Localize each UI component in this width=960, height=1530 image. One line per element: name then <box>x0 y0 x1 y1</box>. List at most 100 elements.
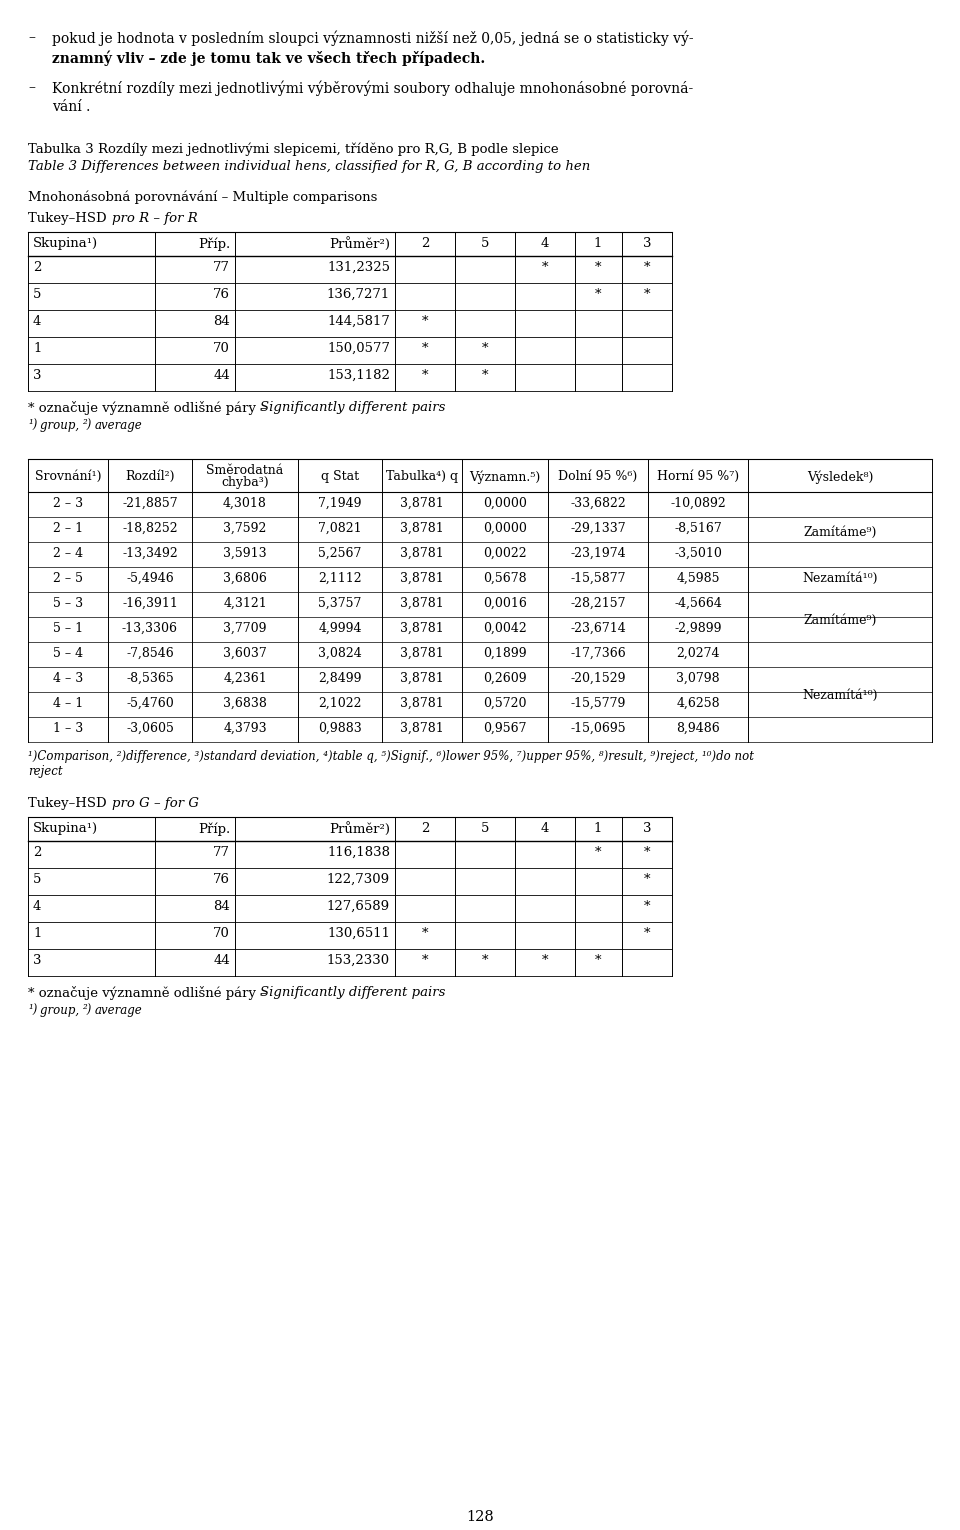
Text: 5: 5 <box>481 237 490 249</box>
Text: -33,6822: -33,6822 <box>570 497 626 509</box>
Text: *: * <box>482 955 489 967</box>
Text: 5 – 3: 5 – 3 <box>53 597 84 610</box>
Text: 2 – 3: 2 – 3 <box>53 497 84 509</box>
Text: Zamítáme⁹): Zamítáme⁹) <box>804 614 876 626</box>
Text: chyba³): chyba³) <box>221 476 269 490</box>
Text: -13,3492: -13,3492 <box>122 548 178 560</box>
Text: pro G – for G: pro G – for G <box>112 797 199 809</box>
Text: *: * <box>595 955 601 967</box>
Text: 7,1949: 7,1949 <box>319 497 362 509</box>
Text: 77: 77 <box>213 262 230 274</box>
Text: Tabulka 3 Rozdíly mezi jednotlivými slepicemi, tříděno pro R,G, B podle slepice: Tabulka 3 Rozdíly mezi jednotlivými slep… <box>28 142 559 156</box>
Text: *: * <box>541 955 548 967</box>
Text: 2 – 4: 2 – 4 <box>53 548 84 560</box>
Text: 3,8781: 3,8781 <box>400 497 444 509</box>
Text: 2,1022: 2,1022 <box>319 698 362 710</box>
Text: 4,9994: 4,9994 <box>319 623 362 635</box>
Text: Tabulka⁴) q: Tabulka⁴) q <box>386 470 458 483</box>
Text: Příp.: Příp. <box>198 237 230 251</box>
Text: Příp.: Příp. <box>198 822 230 835</box>
Text: 3,8781: 3,8781 <box>400 672 444 685</box>
Text: ¹): ¹) <box>28 419 37 431</box>
Text: 1: 1 <box>33 927 41 939</box>
Text: 0,0000: 0,0000 <box>483 497 527 509</box>
Text: 1: 1 <box>594 237 602 249</box>
Text: 3,8781: 3,8781 <box>400 647 444 659</box>
Text: 0,5720: 0,5720 <box>483 698 527 710</box>
Text: 3,6806: 3,6806 <box>223 572 267 584</box>
Text: *: * <box>595 262 601 274</box>
Text: 0,2609: 0,2609 <box>483 672 527 685</box>
Text: Table 3 Differences between individual hens, classified for R, G, B according to: Table 3 Differences between individual h… <box>28 161 590 173</box>
Text: *: * <box>644 900 650 913</box>
Text: 0,9883: 0,9883 <box>318 722 362 734</box>
Text: ¹)Comparison, ²)difference, ³)standard deviation, ⁴)table q, ⁵)Signif., ⁶)lower : ¹)Comparison, ²)difference, ³)standard d… <box>28 750 754 763</box>
Text: 4: 4 <box>33 900 41 913</box>
Text: -8,5365: -8,5365 <box>126 672 174 685</box>
Text: 0,9567: 0,9567 <box>483 722 527 734</box>
Text: 4,3121: 4,3121 <box>223 597 267 610</box>
Text: *: * <box>644 846 650 858</box>
Text: -15,0695: -15,0695 <box>570 722 626 734</box>
Text: 5,3757: 5,3757 <box>319 597 362 610</box>
Text: pokud je hodnota v posledním sloupci významnosti nižší než 0,05, jedná se o stat: pokud je hodnota v posledním sloupci výz… <box>52 31 694 46</box>
Text: 4,3793: 4,3793 <box>223 722 267 734</box>
Text: 5: 5 <box>33 874 41 886</box>
Text: -3,0605: -3,0605 <box>126 722 174 734</box>
Text: ²): ²) <box>83 419 92 431</box>
Text: –: – <box>28 31 35 44</box>
Text: 2 – 5: 2 – 5 <box>53 572 83 584</box>
Text: 3,8781: 3,8781 <box>400 572 444 584</box>
Text: -5,4946: -5,4946 <box>126 572 174 584</box>
Text: Skupina¹): Skupina¹) <box>33 822 98 835</box>
Text: 2,8499: 2,8499 <box>319 672 362 685</box>
Text: -23,6714: -23,6714 <box>570 623 626 635</box>
Text: Dolní 95 %⁶): Dolní 95 %⁶) <box>559 470 637 483</box>
Text: 1: 1 <box>594 822 602 835</box>
Text: Průměr²): Průměr²) <box>329 822 390 835</box>
Text: *: * <box>541 262 548 274</box>
Text: 3,0798: 3,0798 <box>676 672 720 685</box>
Text: 3,6838: 3,6838 <box>223 698 267 710</box>
Text: *: * <box>595 846 601 858</box>
Text: -28,2157: -28,2157 <box>570 597 626 610</box>
Text: 150,0577: 150,0577 <box>327 343 390 355</box>
Text: *: * <box>421 927 428 939</box>
Text: 122,7309: 122,7309 <box>326 874 390 886</box>
Text: *: * <box>421 955 428 967</box>
Text: 136,7271: 136,7271 <box>326 288 390 301</box>
Text: -29,1337: -29,1337 <box>570 522 626 536</box>
Text: -21,8857: -21,8857 <box>122 497 178 509</box>
Text: group,: group, <box>40 1004 83 1017</box>
Text: 153,1182: 153,1182 <box>327 369 390 382</box>
Text: -15,5779: -15,5779 <box>570 698 626 710</box>
Text: 3,8781: 3,8781 <box>400 597 444 610</box>
Text: Significantly different pairs: Significantly different pairs <box>260 401 445 415</box>
Text: 130,6511: 130,6511 <box>327 927 390 939</box>
Text: 4,5985: 4,5985 <box>676 572 720 584</box>
Text: 1 – 3: 1 – 3 <box>53 722 84 734</box>
Text: 4,2361: 4,2361 <box>223 672 267 685</box>
Text: -3,5010: -3,5010 <box>674 548 722 560</box>
Text: 0,5678: 0,5678 <box>483 572 527 584</box>
Text: pro R – for R: pro R – for R <box>112 213 198 225</box>
Text: -15,5877: -15,5877 <box>570 572 626 584</box>
Text: -10,0892: -10,0892 <box>670 497 726 509</box>
Text: vání .: vání . <box>52 99 90 115</box>
Text: Skupina¹): Skupina¹) <box>33 237 98 249</box>
Text: 3: 3 <box>33 369 41 382</box>
Text: Konkrétní rozdíly mezi jednotlivými výběrovými soubory odhaluje mnohonásobné por: Konkrétní rozdíly mezi jednotlivými výbě… <box>52 80 693 95</box>
Text: 2: 2 <box>420 237 429 249</box>
Text: Výsledek⁸): Výsledek⁸) <box>806 470 874 483</box>
Text: 3: 3 <box>643 237 651 249</box>
Text: Zamítáme⁹): Zamítáme⁹) <box>804 526 876 539</box>
Text: *: * <box>421 343 428 355</box>
Text: * označuje významně odlišné páry –: * označuje významně odlišné páry – <box>28 985 271 1001</box>
Text: 70: 70 <box>213 343 230 355</box>
Text: *: * <box>421 315 428 327</box>
Text: 144,5817: 144,5817 <box>327 315 390 327</box>
Text: 3,8781: 3,8781 <box>400 548 444 560</box>
Text: 128: 128 <box>467 1510 493 1524</box>
Text: znamný vliv – zde je tomu tak ve všech třech případech.: znamný vliv – zde je tomu tak ve všech t… <box>52 50 485 66</box>
Text: 153,2330: 153,2330 <box>326 955 390 967</box>
